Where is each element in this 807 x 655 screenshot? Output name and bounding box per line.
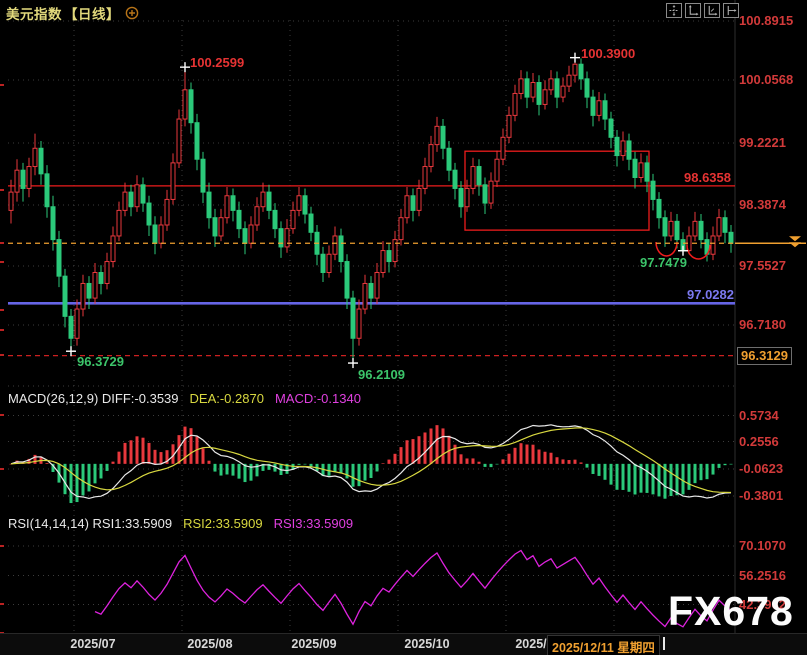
rsi2-value: RSI2:33.5909 — [183, 516, 263, 531]
x-axis-label: 2025/07 — [70, 637, 116, 651]
annotation-high-2: 100.3900 — [581, 46, 636, 61]
annotation-low-1: 96.3729 — [77, 354, 124, 369]
y-axis-label: 100.8915 — [739, 13, 794, 28]
watermark: FX678 — [668, 588, 794, 634]
add-indicator-icon[interactable] — [125, 6, 139, 20]
y-axis-label: 96.7180 — [739, 317, 786, 332]
title-bar: 美元指数 【日线】 — [6, 3, 139, 23]
alert-price-label[interactable]: 96.3129 — [737, 347, 792, 365]
support-price-label: 97.0282 — [687, 287, 734, 302]
rsi-axis-label: 70.1070 — [739, 538, 786, 553]
x-axis-label: 2025/08 — [187, 637, 233, 651]
resistance-price-label: 98.6358 — [684, 170, 731, 185]
y-axis-label: 98.3874 — [739, 197, 786, 212]
symbol-title: 美元指数 — [6, 7, 62, 22]
macd-axis-label: 0.5734 — [739, 408, 779, 423]
macd-diff-value: MACD(26,12,9) DIFF:-0.3539 — [8, 391, 179, 406]
y-axis-label: 97.5527 — [739, 258, 786, 273]
y-axis-label: 99.2221 — [739, 135, 786, 150]
period-label: 【日线】 — [64, 7, 120, 22]
macd-dea-value: DEA:-0.2870 — [189, 391, 264, 406]
x-axis-label: 2025/10 — [404, 637, 450, 651]
rsi-axis-label: 42.3962 — [739, 597, 786, 612]
macd-axis-label: -0.0623 — [739, 461, 784, 476]
current-date-label: 2025/12/11 星期四 — [547, 635, 660, 655]
annotation-low-2: 96.2109 — [358, 367, 405, 382]
macd-bar-value: MACD:-0.1340 — [274, 391, 361, 406]
x-axis-label: 2025/09 — [291, 637, 337, 651]
chart-toolbar — [666, 3, 739, 18]
x-axis-label: 2025/ — [515, 637, 547, 651]
rsi3-value: RSI3:33.5909 — [273, 516, 354, 531]
rsi-axis-label: 56.2516 — [739, 568, 786, 583]
text-cursor — [663, 637, 665, 650]
rsi-header: RSI(14,14,14) RSI1:33.5909 RSI2:33.5909 RS… — [8, 516, 364, 531]
axis-scale-icon[interactable] — [685, 3, 701, 18]
macd-axis-label: 0.2556 — [739, 434, 779, 449]
rsi1-value: RSI(14,14,14) RSI1:33.5909 — [8, 516, 173, 531]
macd-header: MACD(26,12,9) DIFF:-0.3539 DEA:-0.2870 MAC… — [8, 391, 372, 406]
macd-axis-label: -0.3801 — [739, 488, 784, 503]
shift-right-icon[interactable] — [723, 3, 739, 18]
annotation-high-1: 100.2599 — [190, 55, 245, 70]
y-axis-label: 100.0568 — [739, 72, 794, 87]
axis-fit-icon[interactable] — [704, 3, 720, 18]
annotation-low-3: 97.7479 — [640, 255, 687, 270]
pan-icon[interactable] — [666, 3, 682, 18]
